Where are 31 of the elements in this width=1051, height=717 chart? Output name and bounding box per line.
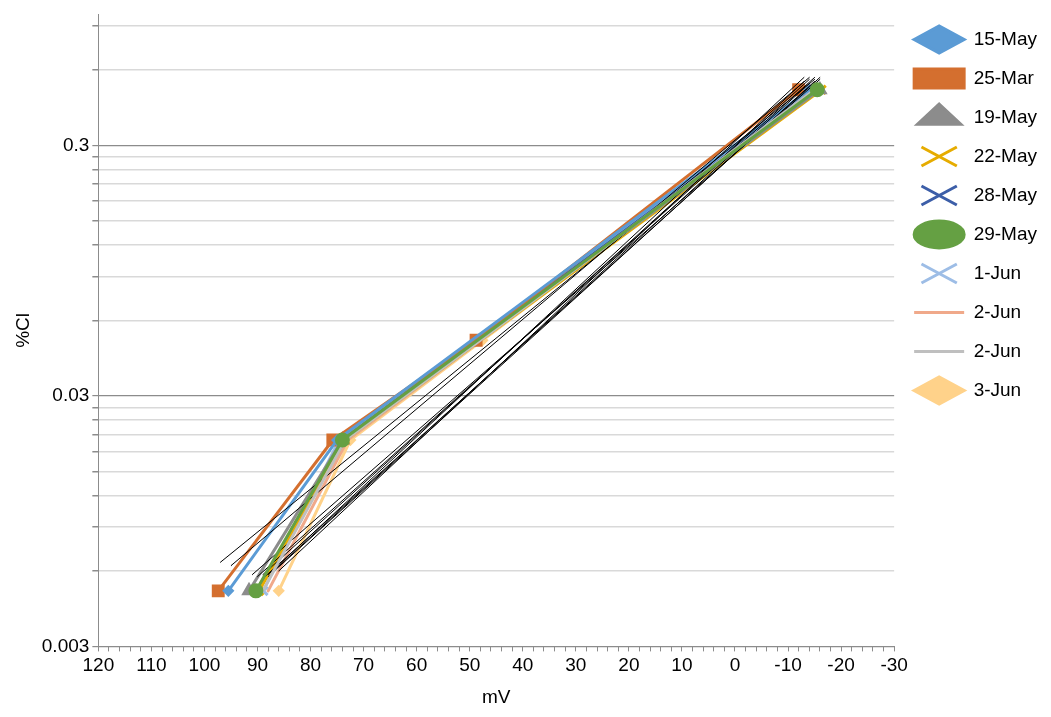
x-tick-label: 40 — [512, 654, 534, 676]
x-tick-label: 90 — [246, 654, 269, 676]
legend-label: 22-May — [973, 144, 1038, 166]
x-tick-label: 10 — [671, 654, 693, 676]
x-tick-label: 60 — [406, 654, 428, 676]
x-tick-label: 20 — [618, 654, 640, 676]
x-tick-label: -10 — [774, 654, 802, 676]
legend-label: 29-May — [973, 222, 1038, 244]
x-tick-label: 0 — [729, 654, 741, 676]
x-tick-label: -20 — [827, 654, 855, 676]
x-tick-label: 120 — [82, 654, 115, 676]
x-tick-label: -30 — [880, 654, 908, 676]
x-tick-label: 80 — [299, 654, 322, 676]
legend-label: 3-Jun — [973, 378, 1022, 400]
x-tick-label: 50 — [459, 654, 481, 676]
y-tick-label: 0.03 — [52, 384, 90, 406]
legend-label: 25-Mar — [973, 66, 1035, 88]
legend-label: 2-Jun — [973, 300, 1022, 322]
legend-label: 2-Jun — [973, 339, 1022, 361]
x-tick-label: 110 — [136, 654, 167, 676]
x-tick-label: 70 — [353, 654, 375, 676]
x-tick-label: 100 — [188, 654, 221, 676]
legend-label: 15-May — [973, 27, 1038, 49]
y-tick-label: 0.3 — [62, 133, 90, 155]
legend-label: 28-May — [973, 183, 1038, 205]
legend-label: 1-Jun — [973, 261, 1022, 283]
y-tick-label: 0.003 — [41, 634, 90, 656]
y-axis-title: %Cl — [11, 312, 33, 348]
x-axis-title: mV — [482, 685, 511, 707]
x-tick-label: 30 — [565, 654, 587, 676]
legend-label: 19-May — [973, 105, 1038, 127]
